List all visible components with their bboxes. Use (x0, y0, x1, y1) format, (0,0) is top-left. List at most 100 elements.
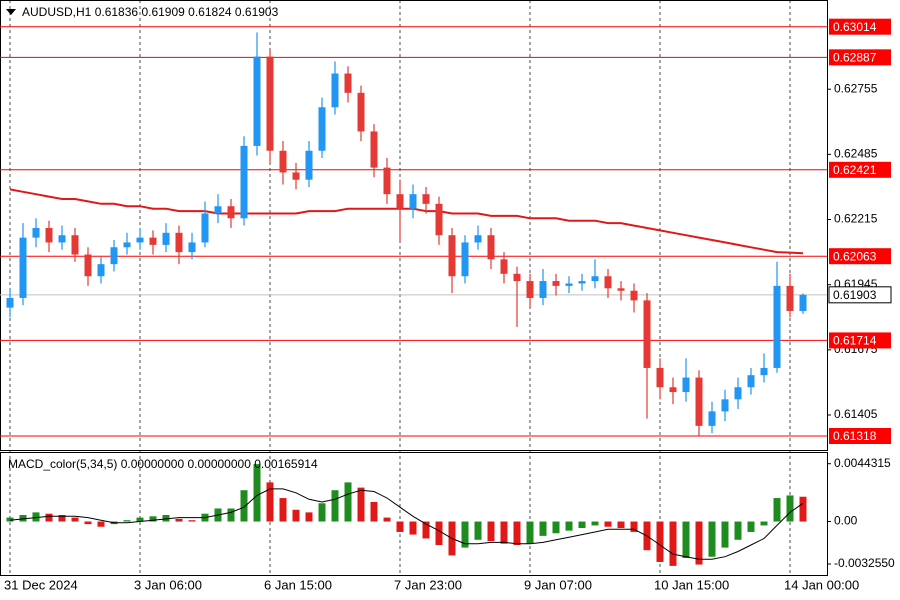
candle-body (799, 294, 807, 311)
macd-bar (721, 521, 729, 548)
candle-body (695, 377, 703, 426)
level-label-box (829, 332, 891, 349)
macd-bar (734, 521, 742, 540)
candle-body (344, 73, 352, 93)
macd-bar (526, 521, 534, 544)
last-price-label: 0.61903 (833, 288, 877, 302)
candle-body (591, 276, 599, 282)
macd-bar (344, 482, 352, 522)
x-tick-label: 14 Jan 00:00 (784, 577, 859, 592)
macd-bar (604, 521, 612, 527)
candle-body (474, 235, 482, 243)
macd-value: 0.00000000 (121, 457, 185, 471)
macd-bar (747, 521, 755, 532)
macd-bar (331, 490, 339, 522)
level-label: 0.62063 (833, 249, 877, 263)
macd-bar (578, 521, 586, 529)
x-tick-label: 9 Jan 07:00 (524, 577, 592, 592)
macd-bar (370, 501, 378, 522)
candle-body (552, 281, 560, 286)
last-price-box (828, 286, 892, 304)
macd-bar (305, 512, 313, 522)
y-tick-label: 0.0044315 (834, 456, 891, 470)
macd-panel-border (0, 452, 828, 576)
candle-body (279, 150, 287, 173)
y-tick-label: 0.62755 (834, 81, 878, 95)
macd-bar (500, 521, 508, 544)
macd-bar (396, 521, 404, 532)
x-tick-label: 3 Jan 06:00 (134, 577, 202, 592)
candle-body (422, 194, 430, 204)
level-label-box (829, 161, 891, 178)
candle-body (201, 213, 209, 243)
candle-body (708, 411, 716, 426)
candle-body (71, 235, 79, 255)
macd-bar (58, 515, 66, 522)
macd-bar (175, 518, 183, 522)
candle-body (32, 227, 40, 238)
level-label: 0.61318 (833, 429, 877, 443)
candle-body (370, 131, 378, 168)
macd-bar (84, 521, 92, 525)
macd-bar (773, 498, 781, 522)
macd-bar (786, 495, 794, 522)
candle-body (149, 237, 157, 245)
macd-bar (799, 496, 807, 522)
close-value: 0.61903 (235, 5, 279, 19)
open-value: 0.61836 (95, 5, 139, 19)
macd-bar (19, 515, 27, 522)
macd-bar (149, 516, 157, 522)
macd-bar (32, 512, 40, 522)
candle-body (292, 172, 300, 180)
level-label: 0.62421 (833, 163, 877, 177)
candle-body (760, 367, 768, 376)
macd-bar (591, 521, 599, 526)
chart-title: AUDUSD,H1 (22, 5, 92, 19)
macd-bar (279, 498, 287, 522)
candle-body (409, 194, 417, 209)
candle-body (630, 290, 638, 301)
macd-bar (695, 521, 703, 565)
candle-body (526, 281, 534, 298)
candle-body (435, 203, 443, 236)
macd-bar (318, 503, 326, 522)
main-panel-border (0, 0, 828, 451)
low-value: 0.61824 (188, 5, 232, 19)
macd-bar (513, 521, 521, 545)
macd-bar (227, 508, 235, 522)
candle-body (604, 276, 612, 289)
candle-body (578, 281, 586, 284)
y-tick-label: 0.00 (834, 514, 858, 528)
candle-body (734, 387, 742, 400)
macd-bar (539, 521, 547, 536)
level-label: 0.62887 (833, 51, 877, 65)
macd-bar (422, 521, 430, 539)
macd-value: 0.00000000 (187, 457, 251, 471)
macd-bar (474, 521, 482, 540)
candle-body (188, 242, 196, 253)
macd-bar (136, 517, 144, 522)
macd-bar (708, 521, 716, 557)
x-tick-label: 10 Jan 15:00 (654, 577, 729, 592)
level-label: 0.61714 (833, 334, 877, 348)
macd-bar (71, 517, 79, 522)
y-tick-label: 0.62215 (834, 212, 878, 226)
x-tick-label: 6 Jan 15:00 (264, 577, 332, 592)
candle-body (162, 232, 170, 245)
macd-bar (760, 521, 768, 526)
y-tick-label: 0.62485 (834, 147, 878, 161)
macd-bar (565, 521, 573, 531)
macd-bar (123, 520, 131, 522)
moving-average-line (9, 188, 804, 255)
candle-body (253, 56, 261, 146)
macd-bar (461, 521, 469, 548)
level-label-box (829, 248, 891, 265)
candle-body (357, 92, 365, 132)
macd-title: MACD_color(5,34,5) (8, 457, 117, 471)
candle-body (773, 285, 781, 368)
candle-body (565, 283, 573, 286)
candle-body (656, 367, 664, 388)
